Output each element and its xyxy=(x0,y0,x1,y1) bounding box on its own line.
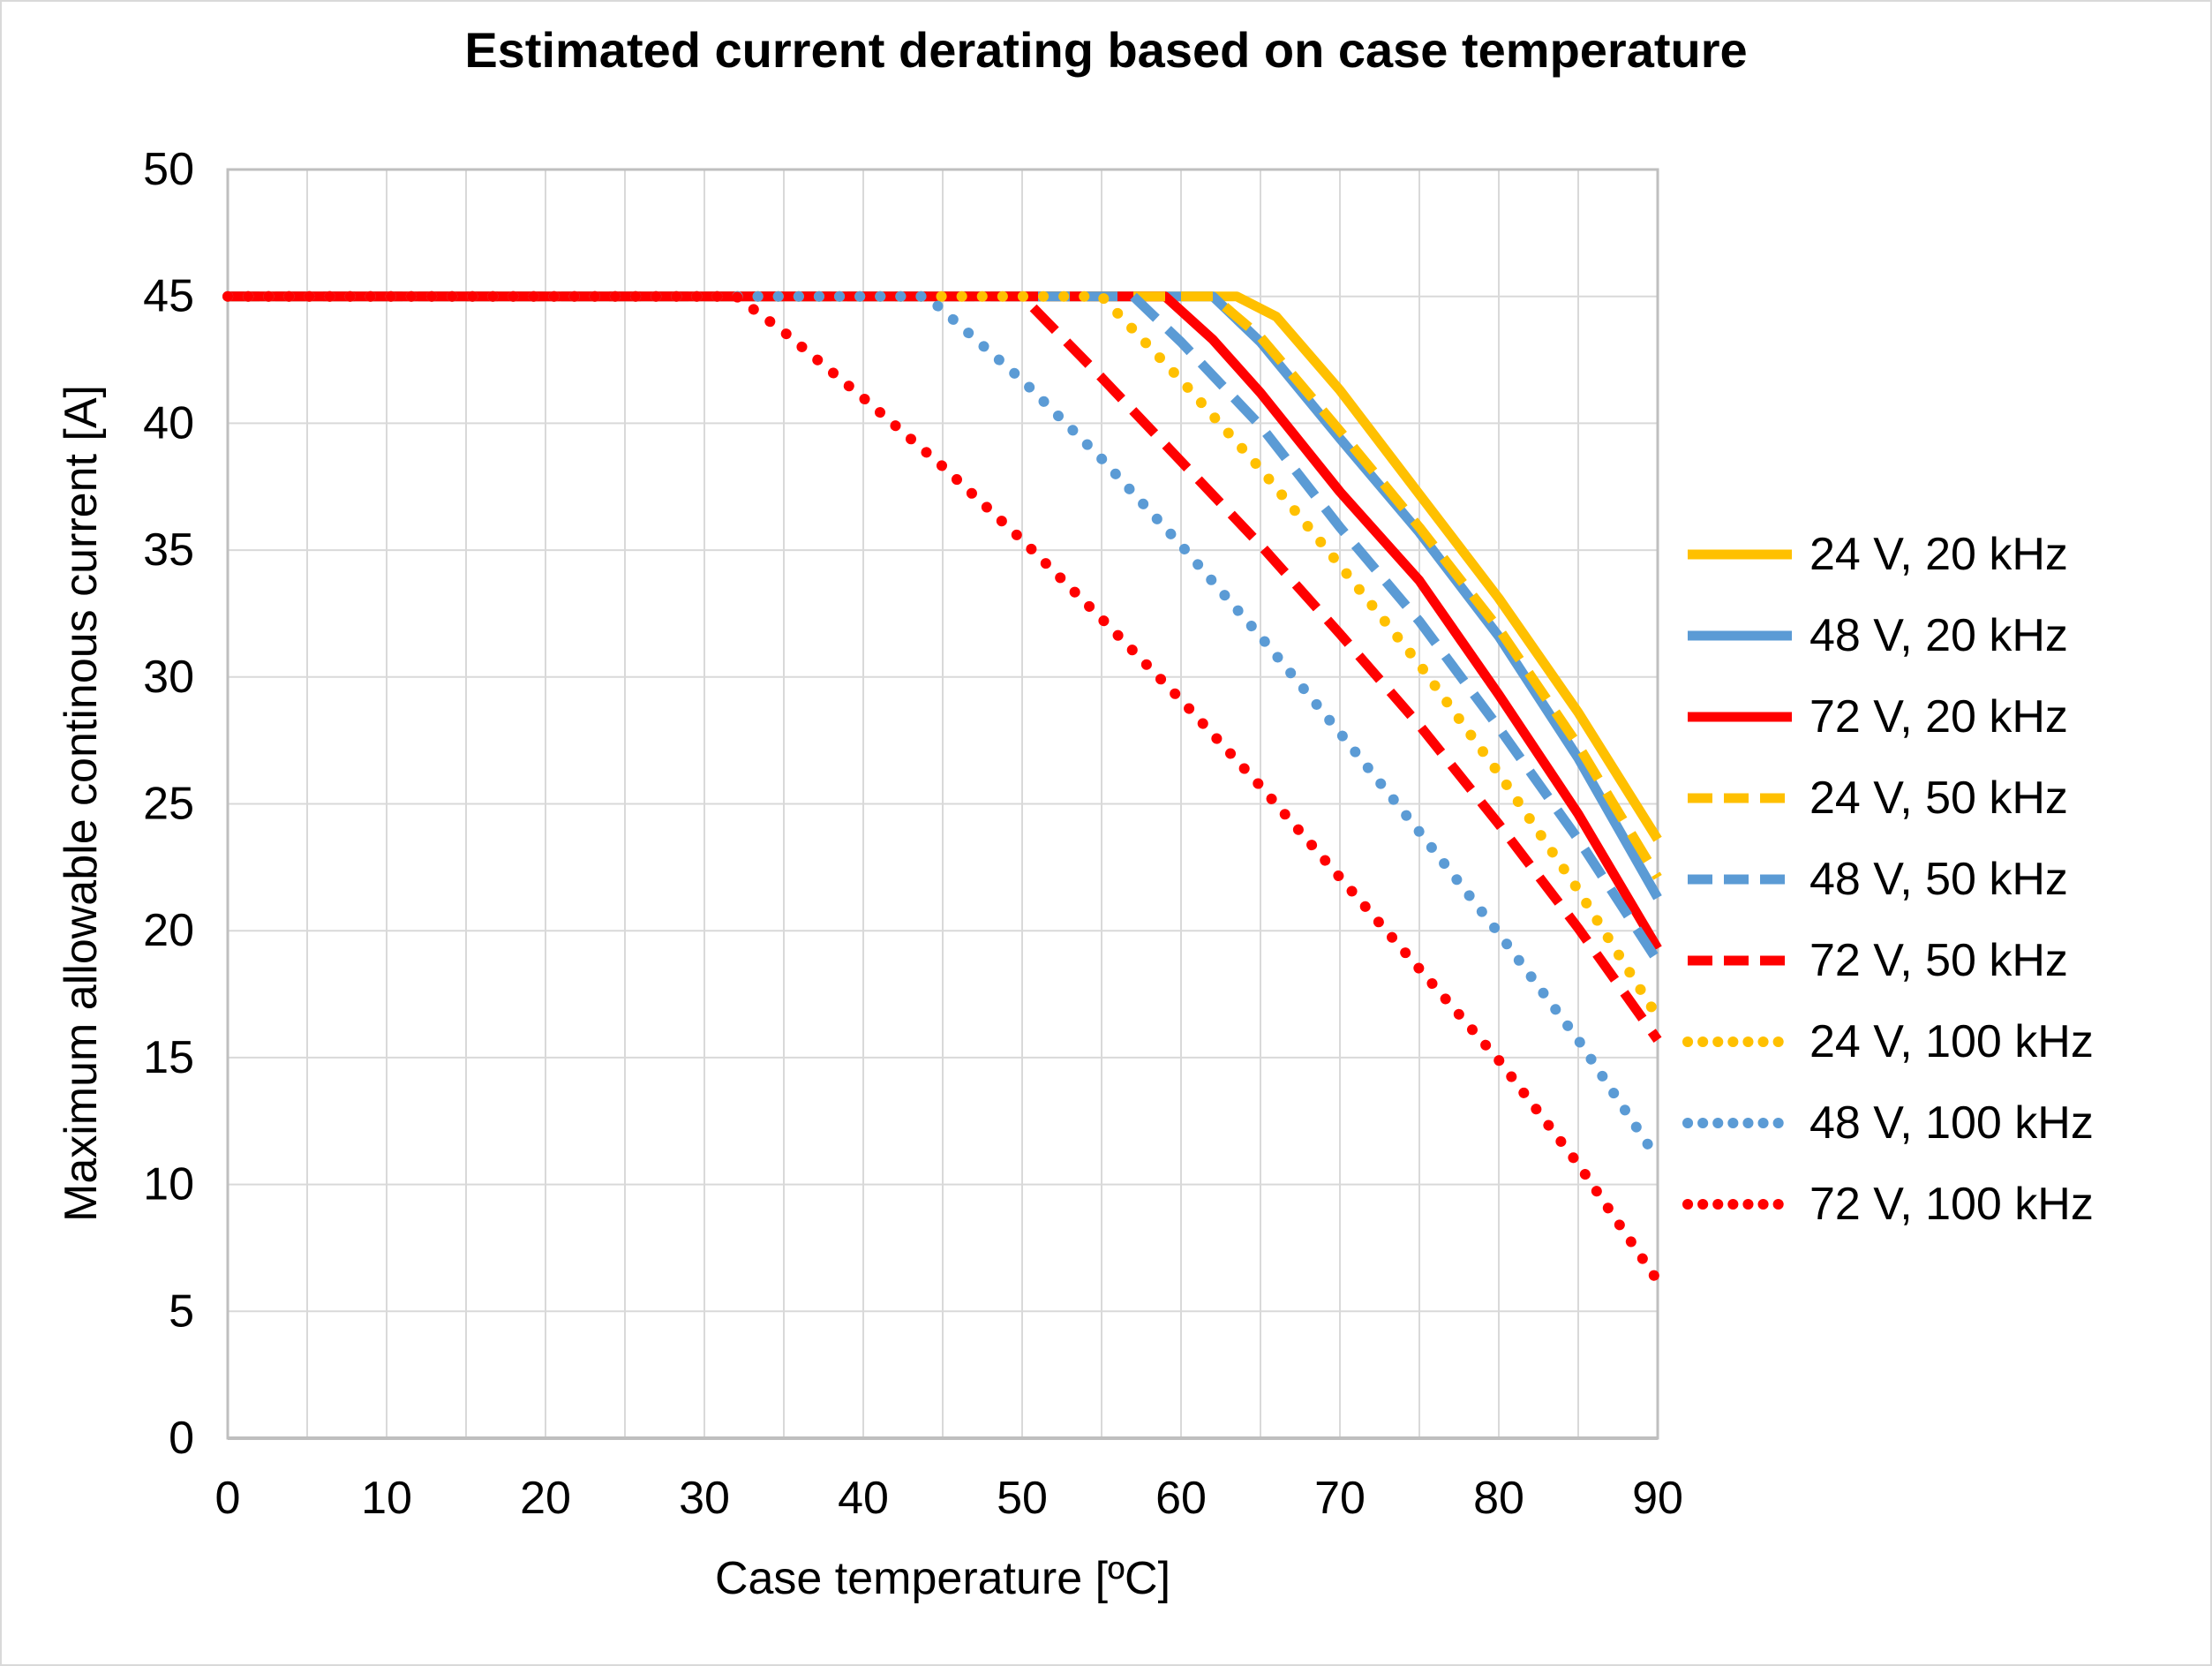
x-tick-label: 20 xyxy=(520,1473,571,1524)
y-tick-label: 50 xyxy=(143,144,194,195)
legend-item: 24 V, 50 kHz xyxy=(1682,758,2094,839)
legend-swatch-line xyxy=(1688,955,1792,966)
x-tick-label: 60 xyxy=(1155,1473,1207,1524)
legend-swatch-line xyxy=(1688,712,1792,722)
y-tick-label: 35 xyxy=(143,524,194,576)
legend-label: 24 V, 20 kHz xyxy=(1809,529,2068,580)
y-tick-label: 20 xyxy=(143,905,194,956)
legend-label: 72 V, 100 kHz xyxy=(1809,1179,2094,1230)
legend-item: 24 V, 20 kHz xyxy=(1682,514,2094,595)
legend-swatch-line xyxy=(1688,630,1792,641)
legend-item: 48 V, 20 kHz xyxy=(1682,595,2094,676)
legend-label: 72 V, 50 kHz xyxy=(1809,935,2068,986)
x-tick-label: 80 xyxy=(1473,1473,1524,1524)
legend-item: 72 V, 100 kHz xyxy=(1682,1164,2094,1245)
x-tick-label: 0 xyxy=(215,1473,241,1524)
legend-label: 24 V, 100 kHz xyxy=(1809,1016,2094,1067)
legend-swatch-line xyxy=(1682,1199,1797,1210)
legend-label: 48 V, 100 kHz xyxy=(1809,1097,2094,1149)
y-tick-label: 25 xyxy=(143,779,194,830)
legend-item: 48 V, 50 kHz xyxy=(1682,839,2094,920)
x-tick-label: 30 xyxy=(679,1473,730,1524)
chart-title: Estimated current derating based on case… xyxy=(464,22,1748,78)
y-tick-label: 5 xyxy=(169,1285,194,1337)
y-tick-label: 30 xyxy=(143,652,194,703)
series-line-48-v-50-khz xyxy=(228,291,1662,964)
series-line-72-v-100-khz xyxy=(222,290,1663,1286)
series-line-24-v-20-khz xyxy=(228,291,1662,842)
x-tick-label: 40 xyxy=(838,1473,889,1524)
legend-item: 24 V, 100 kHz xyxy=(1682,1001,2094,1082)
series-line-24-v-100-khz xyxy=(222,290,1663,1022)
legend-label: 72 V, 20 kHz xyxy=(1809,691,2068,743)
legend-swatch-line xyxy=(1682,1037,1797,1047)
y-axis-label: Maximum allowable continous current [A] xyxy=(56,385,107,1222)
y-tick-label: 0 xyxy=(169,1413,194,1464)
x-tick-label: 70 xyxy=(1314,1473,1366,1524)
y-tick-label: 10 xyxy=(143,1159,194,1210)
legend-swatch-line xyxy=(1682,1118,1797,1128)
legend-item: 72 V, 50 kHz xyxy=(1682,920,2094,1001)
legend-label: 24 V, 50 kHz xyxy=(1809,773,2068,824)
series-line-24-v-50-khz xyxy=(228,291,1662,880)
series-line-48-v-20-khz xyxy=(228,291,1662,901)
y-tick-label: 45 xyxy=(143,271,194,322)
legend: 24 V, 20 kHz 48 V, 20 kHz 72 V, 20 kHz 24 V… xyxy=(1682,514,2094,1245)
legend-swatch-line xyxy=(1688,549,1792,560)
legend-item: 72 V, 20 kHz xyxy=(1682,676,2094,758)
x-tick-label: 50 xyxy=(997,1473,1048,1524)
legend-label: 48 V, 20 kHz xyxy=(1809,610,2068,661)
y-tick-label: 15 xyxy=(143,1032,194,1083)
y-tick-label: 40 xyxy=(143,397,194,449)
x-tick-label: 90 xyxy=(1632,1473,1683,1524)
series-line-72-v-50-khz xyxy=(228,291,1662,1043)
series-line-72-v-20-khz xyxy=(228,291,1662,952)
legend-swatch-line xyxy=(1688,793,1792,803)
legend-swatch-line xyxy=(1688,874,1792,885)
x-axis-label: Case temperature [ºC] xyxy=(714,1553,1171,1604)
legend-item: 48 V, 100 kHz xyxy=(1682,1082,2094,1164)
legend-label: 48 V, 50 kHz xyxy=(1809,854,2068,905)
x-tick-label: 10 xyxy=(361,1473,412,1524)
